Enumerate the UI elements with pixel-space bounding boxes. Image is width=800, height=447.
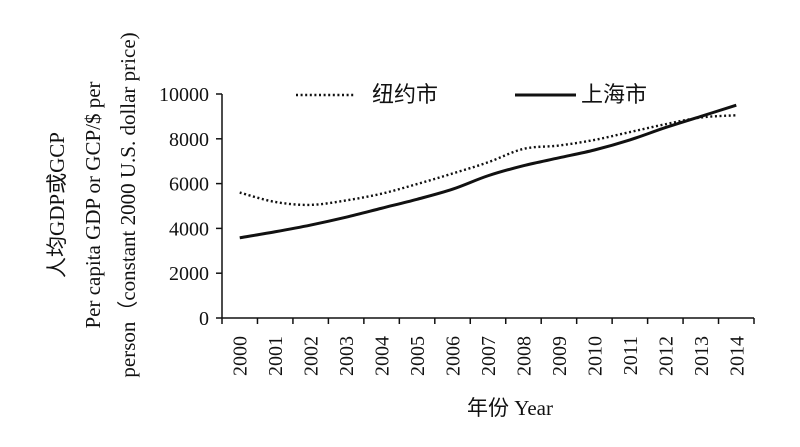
x-tick-label: 2006 [443, 336, 465, 376]
legend-label-1: 上海市 [581, 82, 647, 107]
y-axis-title-line: person（constant 2000 U.S. dollar price) [116, 32, 140, 377]
y-tick-label: 0 [199, 308, 209, 330]
x-tick-label: 2012 [655, 336, 677, 376]
y-tick-label: 4000 [169, 218, 209, 240]
series-line-1 [239, 103, 737, 240]
x-tick-label: 2007 [478, 336, 500, 376]
y-axis-title-line: 人均GDP或GCP [45, 132, 69, 278]
x-tick-label: 2011 [620, 336, 642, 375]
x-tick-label: 2003 [336, 336, 358, 376]
x-axis-title: 年份 Year [467, 396, 553, 420]
x-tick-label: 2013 [691, 336, 713, 376]
y-axis-title-line: Per capita GDP or GCP/$ per [81, 81, 105, 328]
x-tick-label: 2008 [513, 336, 535, 376]
x-tick-label: 2004 [372, 336, 394, 376]
y-tick-label: 8000 [169, 129, 209, 151]
x-tick-label: 2010 [584, 336, 606, 376]
x-tick-label: 2000 [230, 336, 252, 376]
x-tick-label: 2005 [407, 336, 429, 376]
x-tick-label: 2014 [726, 336, 748, 376]
x-tick-label: 2009 [549, 336, 571, 376]
x-tick-label: 2001 [265, 336, 287, 376]
y-tick-label: 10000 [159, 84, 209, 106]
x-tick-label: 2002 [301, 336, 323, 376]
legend-label-0: 纽约市 [372, 82, 438, 107]
y-tick-label: 2000 [169, 263, 209, 285]
y-tick-label: 6000 [169, 174, 209, 196]
